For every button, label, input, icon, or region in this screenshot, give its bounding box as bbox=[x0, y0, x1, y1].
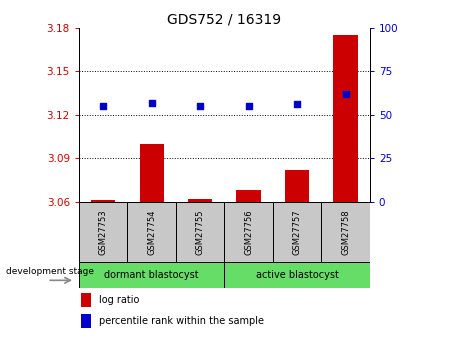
Bar bbox=[79, 202, 127, 262]
Point bbox=[342, 91, 349, 97]
Point bbox=[148, 100, 155, 105]
Bar bbox=[273, 202, 321, 262]
Bar bbox=[225, 262, 370, 288]
Bar bbox=[81, 294, 91, 307]
Text: GSM27758: GSM27758 bbox=[341, 209, 350, 255]
Point bbox=[245, 103, 252, 109]
Bar bbox=[236, 190, 261, 202]
Bar bbox=[225, 202, 273, 262]
Bar bbox=[285, 170, 309, 202]
Bar bbox=[139, 144, 164, 202]
Text: GSM27757: GSM27757 bbox=[293, 209, 302, 255]
Text: GSM27755: GSM27755 bbox=[196, 209, 205, 255]
Bar bbox=[333, 35, 358, 202]
Point bbox=[294, 101, 301, 107]
Bar bbox=[81, 314, 91, 327]
Bar bbox=[321, 202, 370, 262]
Text: dormant blastocyst: dormant blastocyst bbox=[104, 270, 199, 280]
Point bbox=[197, 103, 204, 109]
Point bbox=[100, 103, 107, 109]
Text: development stage: development stage bbox=[6, 267, 94, 276]
Text: log ratio: log ratio bbox=[99, 295, 139, 305]
Bar bbox=[176, 202, 225, 262]
Text: percentile rank within the sample: percentile rank within the sample bbox=[99, 316, 264, 326]
Bar bbox=[79, 262, 224, 288]
Bar bbox=[188, 199, 212, 202]
Bar bbox=[127, 202, 176, 262]
Text: GSM27754: GSM27754 bbox=[147, 209, 156, 255]
Text: active blastocyst: active blastocyst bbox=[256, 270, 339, 280]
Title: GDS752 / 16319: GDS752 / 16319 bbox=[167, 12, 281, 27]
Text: GSM27756: GSM27756 bbox=[244, 209, 253, 255]
Text: GSM27753: GSM27753 bbox=[99, 209, 108, 255]
Bar bbox=[91, 200, 115, 202]
